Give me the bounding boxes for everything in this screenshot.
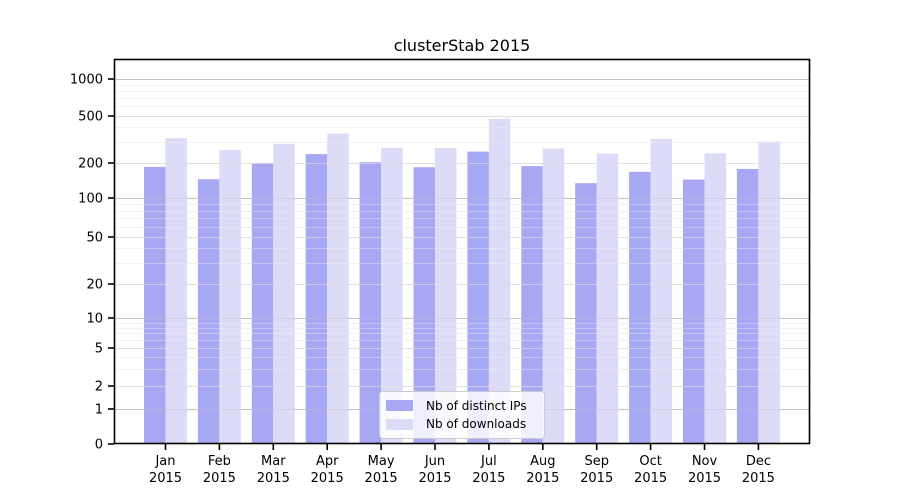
bar-dec-distinct-ips xyxy=(736,168,759,444)
x-tick-label-month-sep: Sep xyxy=(584,454,609,469)
y-tick-label-200: 200 xyxy=(78,157,103,172)
bar-nov-downloads xyxy=(704,153,726,444)
y-tick-label-2: 2 xyxy=(95,380,103,395)
x-tick-label-month-dec: Dec xyxy=(746,454,771,469)
x-tick-label-year-jul: 2015 xyxy=(472,471,505,486)
x-tick-label-year-apr: 2015 xyxy=(311,471,344,486)
x-tick-label-year-nov: 2015 xyxy=(688,471,721,486)
legend: Nb of distinct IPs Nb of downloads xyxy=(379,391,545,439)
legend-row-downloads: Nb of downloads xyxy=(386,417,536,431)
y-tick-label-5: 5 xyxy=(95,342,103,357)
x-tick-label-year-jan: 2015 xyxy=(149,471,182,486)
legend-label-downloads: Nb of downloads xyxy=(426,417,527,432)
bar-sep-downloads xyxy=(596,153,619,444)
distinct-ips-swatch-icon xyxy=(386,400,413,412)
legend-row-distinct-ips: Nb of distinct IPs xyxy=(386,399,536,413)
x-tick-label-month-jan: Jan xyxy=(154,454,175,469)
y-tick-label-500: 500 xyxy=(78,110,103,125)
bar-apr-downloads xyxy=(327,133,349,444)
bar-jul-distinct-ips xyxy=(467,151,489,444)
x-tick-label-year-dec: 2015 xyxy=(742,471,775,486)
y-tick-label-1000: 1000 xyxy=(70,73,103,88)
x-tick-label-month-apr: Apr xyxy=(316,454,339,469)
bar-feb-downloads xyxy=(219,149,241,444)
bar-jun-distinct-ips xyxy=(413,167,435,444)
chart-title: clusterStab 2015 xyxy=(393,36,531,55)
bar-oct-downloads xyxy=(650,138,673,444)
x-tick-label-year-aug: 2015 xyxy=(526,471,559,486)
x-tick-label-year-feb: 2015 xyxy=(203,471,236,486)
bar-jan-downloads xyxy=(165,138,187,444)
bar-may-distinct-ips xyxy=(359,162,382,444)
x-tick-label-year-jun: 2015 xyxy=(418,471,451,486)
downloads-swatch-icon xyxy=(386,418,413,430)
y-tick-label-1: 1 xyxy=(95,403,103,418)
y-tick-label-50: 50 xyxy=(86,231,103,246)
x-tick-label-month-jun: Jun xyxy=(424,454,445,469)
y-tick-label-10: 10 xyxy=(86,312,103,327)
bar-aug-downloads xyxy=(542,148,565,444)
bar-jun-downloads xyxy=(435,148,457,444)
plot-border xyxy=(113,58,811,445)
bar-mar-distinct-ips xyxy=(251,163,274,444)
bar-sep-distinct-ips xyxy=(575,183,597,444)
bar-aug-distinct-ips xyxy=(521,166,543,444)
bar-nov-distinct-ips xyxy=(683,179,705,444)
bar-jul-downloads xyxy=(488,118,511,444)
bar-oct-distinct-ips xyxy=(629,171,651,444)
x-tick-label-year-may: 2015 xyxy=(365,471,398,486)
x-tick-label-month-jul: Jul xyxy=(480,454,497,469)
x-tick-label-month-aug: Aug xyxy=(530,454,555,469)
x-tick-label-month-feb: Feb xyxy=(208,454,231,469)
bar-mar-downloads xyxy=(273,143,295,444)
x-tick-label-year-oct: 2015 xyxy=(634,471,667,486)
bar-dec-downloads xyxy=(758,141,780,444)
x-tick-label-month-oct: Oct xyxy=(639,454,661,469)
x-tick-label-month-nov: Nov xyxy=(692,454,718,469)
x-tick-label-year-sep: 2015 xyxy=(580,471,613,486)
y-tick-label-20: 20 xyxy=(86,278,103,293)
x-tick-label-year-mar: 2015 xyxy=(257,471,290,486)
bar-feb-distinct-ips xyxy=(197,179,220,444)
y-tick-label-100: 100 xyxy=(78,192,103,207)
bar-apr-distinct-ips xyxy=(305,154,328,444)
bar-jan-distinct-ips xyxy=(144,166,166,444)
bar-may-downloads xyxy=(381,148,403,444)
legend-label-distinct-ips: Nb of distinct IPs xyxy=(426,398,527,413)
x-tick-label-month-may: May xyxy=(368,454,395,469)
y-tick-label-0: 0 xyxy=(95,438,103,453)
x-tick-label-month-mar: Mar xyxy=(261,454,286,469)
